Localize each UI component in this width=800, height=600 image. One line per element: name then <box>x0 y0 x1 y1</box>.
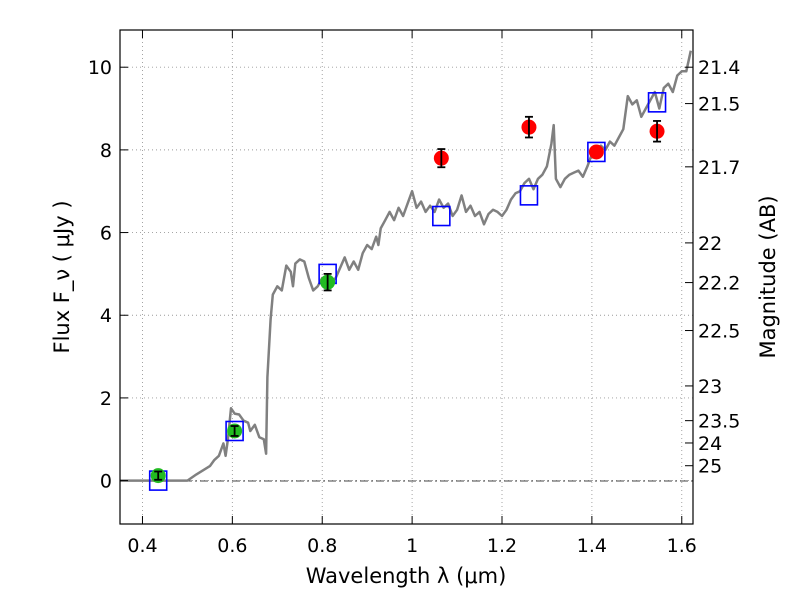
magnitude-tick-label: 21.5 <box>698 94 740 116</box>
y-axis-ticks: 0 2 4 6 8 10 <box>88 57 128 493</box>
magnitude-axis-label: Magnitude (AB) <box>756 195 780 358</box>
x-tick-label: 1.2 <box>487 535 517 557</box>
y-tick-label: 6 <box>100 223 112 245</box>
measured-photometry-points <box>150 115 665 484</box>
synthetic-photometry-square <box>519 185 539 206</box>
photometry-point <box>588 144 604 160</box>
magnitude-tick-label: 23 <box>698 376 722 398</box>
synthetic-photometry-squares <box>148 92 667 491</box>
x-axis-ticks: 0.4 0.6 0.8 1 1.2 1.4 1.6 <box>127 30 697 557</box>
y-tick-label: 4 <box>100 305 112 327</box>
x-tick-label: 0.4 <box>127 535 157 557</box>
x-tick-label: 0.6 <box>217 535 247 557</box>
synthetic-photometry-square <box>647 92 667 113</box>
y-tick-label: 0 <box>100 471 112 493</box>
x-tick-label: 1.4 <box>577 535 607 557</box>
magnitude-tick-label: 22.5 <box>698 321 740 343</box>
y-tick-label: 2 <box>100 388 112 410</box>
synthetic-photometry-square <box>432 205 451 227</box>
y-tick-label: 10 <box>88 57 112 79</box>
magnitude-tick-label: 21.7 <box>698 157 740 179</box>
magnitude-tick-label: 25 <box>698 456 722 478</box>
magnitude-tick-label: 24 <box>698 433 722 455</box>
plot-frame <box>119 29 694 525</box>
x-tick-label: 1.6 <box>667 535 697 557</box>
magnitude-tick-label: 22 <box>698 233 722 255</box>
x-axis-label: Wavelength λ (μm) <box>306 564 507 588</box>
magnitude-tick-label: 23.5 <box>698 411 740 433</box>
synthetic-photometry-square <box>225 420 244 442</box>
y-tick-label: 8 <box>100 140 112 162</box>
plot-background <box>120 30 693 524</box>
y-axis-label: Flux F_ν ( μJy ) <box>50 200 75 353</box>
synthetic-photometry-square <box>587 141 606 163</box>
x-tick-label: 1 <box>406 535 418 557</box>
magnitude-tick-label: 22.2 <box>698 273 740 295</box>
x-tick-label: 0.8 <box>307 535 337 557</box>
magnitude-tick-label: 21.4 <box>698 57 740 79</box>
